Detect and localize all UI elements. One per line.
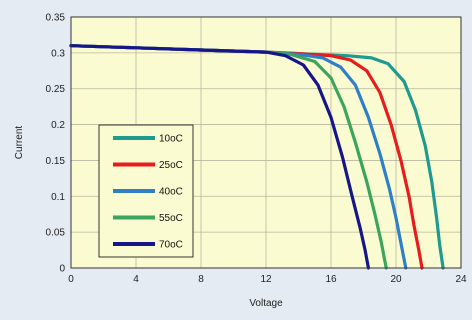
series-line-70oC (69, 44, 370, 270)
x-tick-label: 24 (455, 274, 467, 285)
y-tick-label: 0.15 (46, 156, 66, 167)
x-tick-label: 20 (390, 274, 402, 285)
legend-label: 25oC (159, 160, 183, 171)
legend-label: 40oC (159, 187, 183, 198)
y-tick-label: 0.2 (51, 120, 65, 131)
y-axis-title: Current (14, 126, 25, 160)
legend-label: 55oC (159, 213, 183, 224)
legend-item: 55oC (113, 213, 183, 224)
x-tick-label: 16 (325, 274, 337, 285)
y-tick-label: 0.3 (51, 48, 65, 59)
y-tick-label: 0 (59, 264, 65, 275)
x-axis-title: Voltage (249, 298, 283, 309)
legend-label: 10oC (159, 134, 183, 145)
legend: 10oC 25oC 40oC 55oC 70oC (98, 124, 194, 258)
y-tick-label: 0.1 (51, 192, 65, 203)
y-tick-label: 0.25 (46, 84, 66, 95)
tick-labels: 0 4 8 12 16 20 24 0 0.05 0.1 0.15 0.2 0.25 0.3 0.35 (46, 13, 467, 286)
x-tick-label: 4 (133, 274, 139, 285)
series-lines (69, 44, 445, 270)
legend-item: 25oC (113, 160, 183, 171)
legend-item: 40oC (113, 187, 183, 198)
plot-border (70, 16, 462, 269)
legend-item: 70oC (113, 240, 183, 251)
legend-item: 10oC (113, 134, 183, 145)
y-tick-label: 0.35 (46, 13, 66, 24)
x-tick-label: 8 (198, 274, 204, 285)
legend-items: 10oC 25oC 40oC 55oC 70oC (113, 134, 183, 251)
x-tick-label: 0 (68, 274, 74, 285)
x-tick-label: 12 (260, 274, 272, 285)
y-tick-label: 0.05 (46, 228, 66, 239)
legend-label: 70oC (159, 240, 183, 251)
